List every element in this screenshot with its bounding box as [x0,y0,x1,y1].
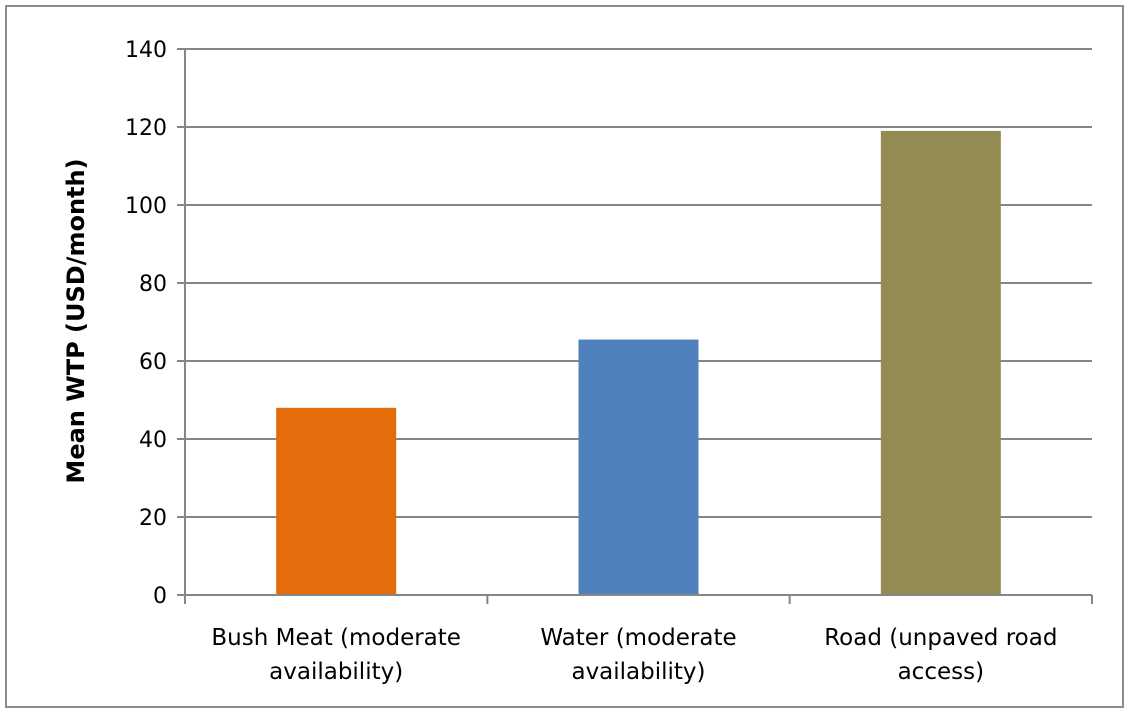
x-category-label-line: availability) [571,659,705,685]
x-category-label: Water (moderate availability) [540,625,736,685]
y-tick-label: 100 [125,194,167,219]
bar [276,407,397,595]
bars [276,130,1001,595]
x-category-label-line: Bush Meat (moderate [211,625,461,651]
y-tick-label: 120 [125,116,167,141]
axes [177,48,1093,604]
x-category-label-line: Water (moderate [540,625,736,651]
x-category-label-line: availability) [269,659,403,685]
y-tick-label: 60 [139,350,167,375]
y-tick-label: 140 [125,38,167,63]
labels: 0 20 40 60 80 100 120 140 Bush Meat (moderate ava… [125,38,1057,685]
x-category-label: Bush Meat (moderate availability) [211,625,461,685]
x-category-label-line: access) [898,659,984,685]
y-tick-label: 20 [139,506,167,531]
bar [578,339,699,595]
y-tick-label: 0 [153,584,167,609]
y-tick-label: 80 [139,272,167,297]
y-axis-title: Mean WTP (USD/month) [62,158,90,483]
x-category-label: Road (unpaved road access) [824,625,1057,685]
y-tick-label: 40 [139,428,167,453]
x-category-label-line: Road (unpaved road [824,625,1057,651]
bar [880,130,1001,595]
